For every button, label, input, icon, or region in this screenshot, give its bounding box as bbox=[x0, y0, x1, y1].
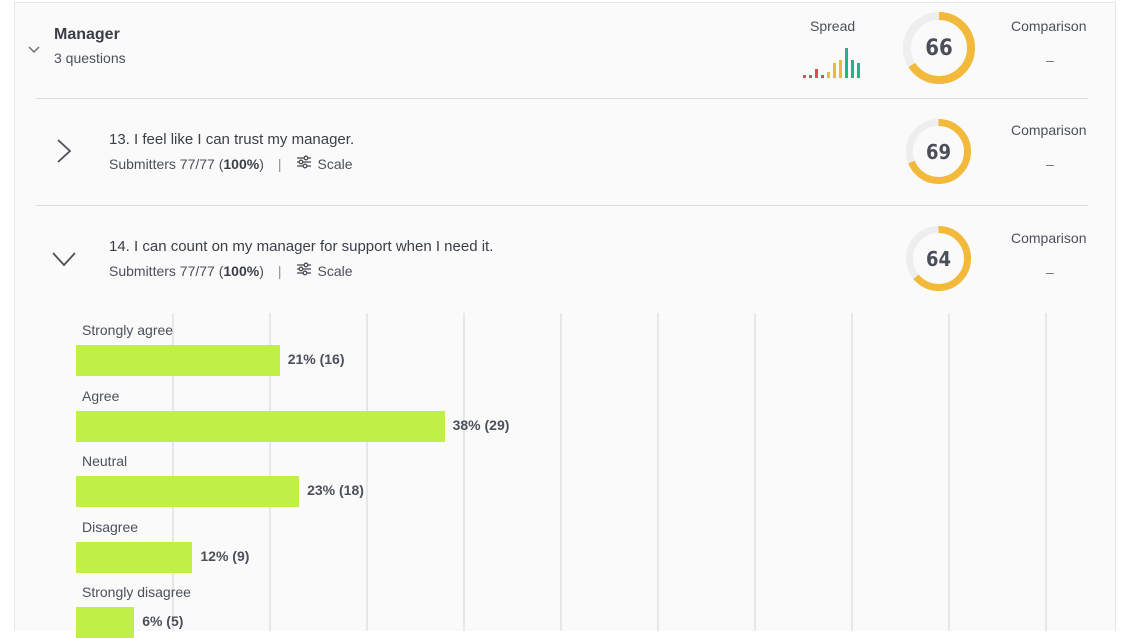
grid-line bbox=[560, 313, 562, 631]
bar bbox=[76, 410, 445, 442]
gauge-fill-arc bbox=[906, 119, 971, 184]
section-title: Manager bbox=[54, 26, 120, 43]
bar bbox=[76, 345, 280, 376]
bar-category-label: Strongly agree bbox=[82, 322, 174, 338]
bar bbox=[76, 476, 300, 507]
question-comparison-label: Comparison bbox=[1011, 122, 1087, 138]
spread-bar bbox=[827, 72, 830, 78]
divider bbox=[36, 98, 1088, 99]
question-type-label: Scale bbox=[317, 262, 353, 279]
section-comparison-value: – bbox=[1046, 52, 1054, 68]
gauge-fill-arc bbox=[903, 12, 975, 84]
question-score-gauge: 69 bbox=[906, 119, 971, 184]
meta-separator: | bbox=[277, 155, 282, 172]
bar-value-label: 6% (5) bbox=[142, 613, 184, 629]
section-question-count: 3 questions bbox=[54, 50, 126, 66]
question-score-value: 69 bbox=[925, 139, 952, 164]
bar-category-label: Disagree bbox=[82, 518, 139, 535]
spread-bar bbox=[851, 60, 854, 78]
grid-line bbox=[463, 313, 465, 631]
grid-line bbox=[851, 313, 853, 631]
spread-bar bbox=[845, 48, 848, 78]
bar-value-label: 12% (9) bbox=[200, 547, 250, 564]
grid-line bbox=[172, 313, 174, 631]
spread-bar bbox=[833, 63, 836, 78]
spread-bar bbox=[809, 75, 812, 78]
question-type-label: Scale bbox=[317, 155, 353, 172]
question-collapse-chevron-icon[interactable] bbox=[51, 251, 77, 272]
bar-value-label: 23% (18) bbox=[307, 482, 364, 498]
grid-line bbox=[1045, 313, 1047, 631]
bar-value-label: 38% (29) bbox=[452, 416, 510, 433]
bar-category-label: Strongly disagree bbox=[82, 584, 191, 600]
grid-line bbox=[269, 313, 271, 631]
submitters-text: Submitters 77/77 (100%) bbox=[109, 262, 264, 279]
question-meta: Submitters 77/77 (100%) | Scale bbox=[109, 262, 353, 279]
question-comparison-value: – bbox=[1046, 156, 1054, 172]
bar-category-label: Agree bbox=[82, 387, 120, 404]
survey-results-panel bbox=[14, 2, 1116, 631]
bar bbox=[76, 607, 135, 638]
question-score-value: 64 bbox=[925, 246, 952, 271]
question-comparison-label: Comparison bbox=[1011, 230, 1087, 246]
spread-bar bbox=[857, 63, 860, 78]
section-score-gauge: 66 bbox=[903, 12, 975, 84]
question-title: 13. I feel like I can trust my manager. bbox=[109, 131, 355, 148]
spread-bar bbox=[803, 75, 806, 78]
grid-line bbox=[754, 313, 756, 631]
scale-icon bbox=[296, 262, 312, 279]
spread-bar bbox=[839, 60, 842, 78]
bar-value-label: 21% (16) bbox=[287, 351, 345, 367]
section-collapse-chevron-icon[interactable] bbox=[28, 41, 40, 59]
submitters-text: Submitters 77/77 (100%) bbox=[109, 155, 264, 172]
spread-label: Spread bbox=[810, 18, 856, 34]
question-score-gauge: 64 bbox=[906, 226, 971, 291]
question-meta: Submitters 77/77 (100%) | Scale bbox=[109, 155, 353, 172]
divider bbox=[36, 205, 1088, 206]
spread-mini-chart bbox=[803, 44, 865, 78]
grid-line bbox=[366, 313, 368, 631]
question-comparison-value: – bbox=[1046, 264, 1054, 280]
bar-category-label: Neutral bbox=[82, 453, 128, 469]
question-title: 14. I can count on my manager for suppor… bbox=[109, 238, 494, 255]
question-expand-chevron-icon[interactable] bbox=[56, 138, 72, 169]
scale-icon bbox=[296, 155, 312, 172]
section-score-value: 66 bbox=[925, 35, 953, 61]
grid-line bbox=[948, 313, 950, 631]
meta-separator: | bbox=[277, 262, 282, 279]
spread-bar bbox=[815, 69, 818, 78]
spread-bar bbox=[821, 75, 824, 78]
gauge-fill-arc bbox=[906, 226, 971, 291]
grid-line bbox=[657, 313, 659, 631]
section-comparison-label: Comparison bbox=[1011, 18, 1087, 34]
bar bbox=[76, 541, 193, 573]
